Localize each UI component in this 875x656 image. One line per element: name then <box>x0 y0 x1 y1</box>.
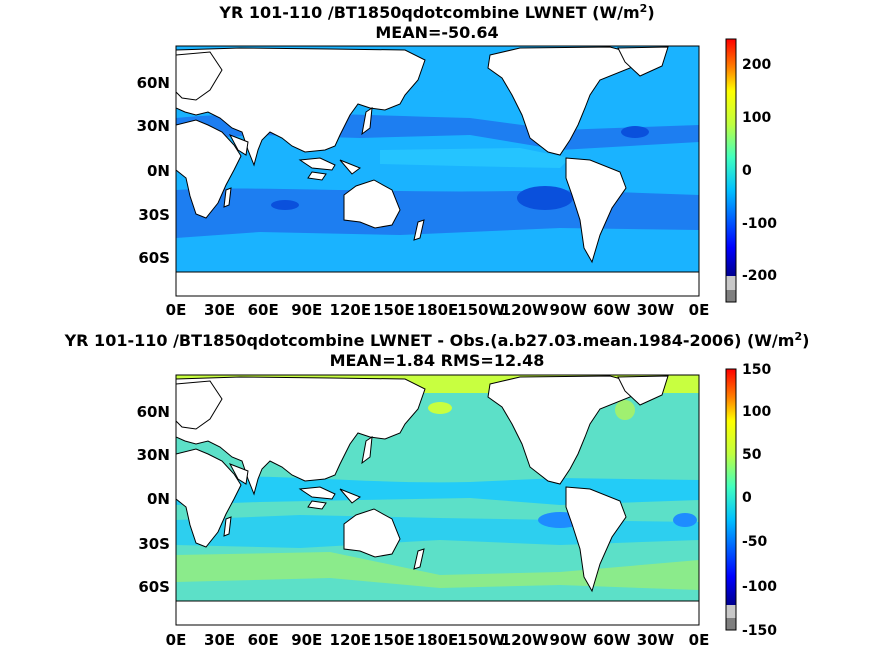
lon-tick: 90E <box>291 301 322 319</box>
lon-tick: 60E <box>248 301 279 319</box>
lon-tick: 150W <box>457 631 505 649</box>
colorbar-2: 150 100 50 0 -50 -100 -150 <box>725 362 777 639</box>
lon-tick: 90W <box>550 631 588 649</box>
colorbar-tick: 100 <box>742 110 771 126</box>
lon-tick: 60W <box>593 301 631 319</box>
lon-tick: 150E <box>373 301 415 319</box>
panel-2-title: YR 101-110 /BT1850qdotcombine LWNET - Ob… <box>64 330 810 350</box>
colorbar-tick: 0 <box>742 163 752 179</box>
lon-tick: 150E <box>373 631 415 649</box>
map-panel-2: YR 101-110 /BT1850qdotcombine LWNET - Ob… <box>64 330 810 649</box>
lat-tick: 30N <box>137 117 170 135</box>
lon-tick: 120E <box>330 301 372 319</box>
colorbar-tick: -50 <box>742 534 768 550</box>
colorbar-tick: -100 <box>742 579 777 595</box>
lon-tick: 120W <box>501 631 549 649</box>
colorbar-tick: 50 <box>742 447 762 463</box>
lon-tick: 60W <box>593 631 631 649</box>
lon-tick: 90E <box>291 631 322 649</box>
lat-tick: 0N <box>147 490 170 508</box>
colorbar-1: 200 100 0 -100 -200 <box>725 38 777 303</box>
panel-1-lat-ticks: 60N 30N 0N 30S 60S <box>137 74 170 267</box>
lon-tick: 0E <box>166 631 187 649</box>
lon-tick: 90W <box>550 301 588 319</box>
lat-tick: 0N <box>147 162 170 180</box>
lon-tick: 0E <box>689 631 710 649</box>
lon-tick: 120W <box>501 301 549 319</box>
colorbar-tick: 200 <box>742 57 771 73</box>
panel-2-lat-ticks: 60N 30N 0N 30S 60S <box>137 403 170 596</box>
lon-tick: 0E <box>689 301 710 319</box>
panel-1-subtitle: MEAN=-50.64 <box>375 23 498 42</box>
map-frame-1 <box>175 45 700 297</box>
panel-2-subtitle: MEAN=1.84 RMS=12.48 <box>330 351 545 370</box>
lat-tick: 30S <box>138 535 170 553</box>
lon-tick: 30W <box>637 301 675 319</box>
map-panel-1: YR 101-110 /BT1850qdotcombine LWNET (W/m… <box>137 2 778 319</box>
colorbar-tick: 100 <box>742 404 771 420</box>
lon-tick: 30W <box>637 631 675 649</box>
colorbar-tick: -150 <box>742 623 777 639</box>
lon-tick: 180E <box>417 631 459 649</box>
colorbar-tick: -100 <box>742 216 777 232</box>
lat-tick: 60N <box>137 74 170 92</box>
lon-tick: 120E <box>330 631 372 649</box>
lat-tick: 30N <box>137 446 170 464</box>
colorbar-tick: 150 <box>742 362 771 378</box>
lon-tick: 30E <box>204 631 235 649</box>
lat-tick: 30S <box>138 206 170 224</box>
colorbar-tick: -200 <box>742 268 777 284</box>
lat-tick: 60S <box>138 249 170 267</box>
lon-tick: 30E <box>204 301 235 319</box>
lon-tick: 180E <box>417 301 459 319</box>
map-frame-2 <box>175 374 700 626</box>
lon-tick: 0E <box>166 301 187 319</box>
lat-tick: 60N <box>137 403 170 421</box>
lat-tick: 60S <box>138 578 170 596</box>
lon-tick: 60E <box>248 631 279 649</box>
lon-tick: 150W <box>457 301 505 319</box>
panel-1-title: YR 101-110 /BT1850qdotcombine LWNET (W/m… <box>218 2 654 22</box>
colorbar-tick: 0 <box>742 490 752 506</box>
